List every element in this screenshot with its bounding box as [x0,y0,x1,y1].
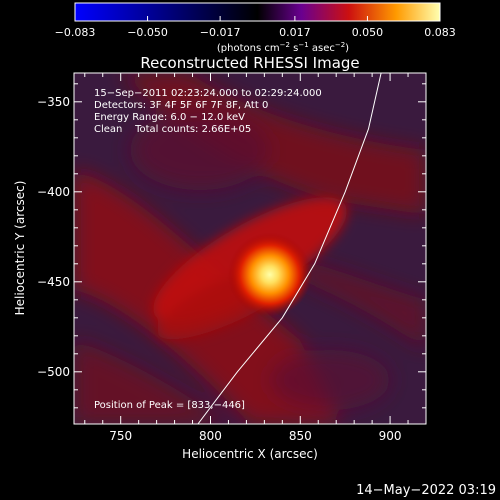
timestamp: 14−May−2022 03:19 [356,483,496,498]
x-tick-label: 900 [379,429,402,443]
peak-position-label: Position of Peak = [833,−446] [94,400,245,411]
y-tick-label: −400 [37,185,70,199]
colorbar-tick-label: 0.083 [424,26,456,39]
annotation-energy: Energy Range: 6.0 − 12.0 keV [94,112,245,123]
colorbar-gradient [74,2,441,22]
y-tick-label: −500 [37,365,70,379]
colorbar-tick-label: −0.083 [55,26,96,39]
colorbar-ticks: −0.083 −0.050 −0.017 0.017 0.050 0.083 [55,16,456,39]
y-tick-label: −450 [37,275,70,289]
x-tick-label: 800 [199,429,222,443]
solar-limb [197,73,382,424]
annotation-time: 15−Sep−2011 02:23:24.000 to 02:29:24.000 [94,88,322,99]
x-tick-label: 750 [109,429,132,443]
colorbar-tick-label: −0.050 [127,26,168,39]
plot-frame [73,72,427,425]
colorbar-tick-label: 0.017 [279,26,311,39]
annotation-clean: Clean Total counts: 2.66E+05 [94,124,251,135]
plot-image [74,73,426,424]
annotation-detectors: Detectors: 3F 4F 5F 6F 7F 8F, Att 0 [94,100,268,111]
annotations: 15−Sep−2011 02:23:24.000 to 02:29:24.000… [94,88,322,411]
x-tick-label: 850 [289,429,312,443]
y-axis: −350 −400 −450 −500 [37,83,426,409]
colorbar-tick-label: −0.017 [200,26,241,39]
colorbar-unit: (photons cm−2 s−1 asec−2) [217,41,349,54]
x-axis-label: Heliocentric X (arcsec) [182,447,318,461]
colorbar-tick-label: 0.050 [352,26,384,39]
x-axis: 750 800 850 900 [84,73,427,443]
y-tick-label: −350 [37,95,70,109]
y-axis-label: Heliocentric Y (arcsec) [13,181,27,316]
colorbar: −0.083 −0.050 −0.017 0.017 0.050 0.083 (photo… [55,2,456,54]
chart-title: Reconstructed RHESSI Image [140,54,359,72]
peak-source [227,232,312,317]
